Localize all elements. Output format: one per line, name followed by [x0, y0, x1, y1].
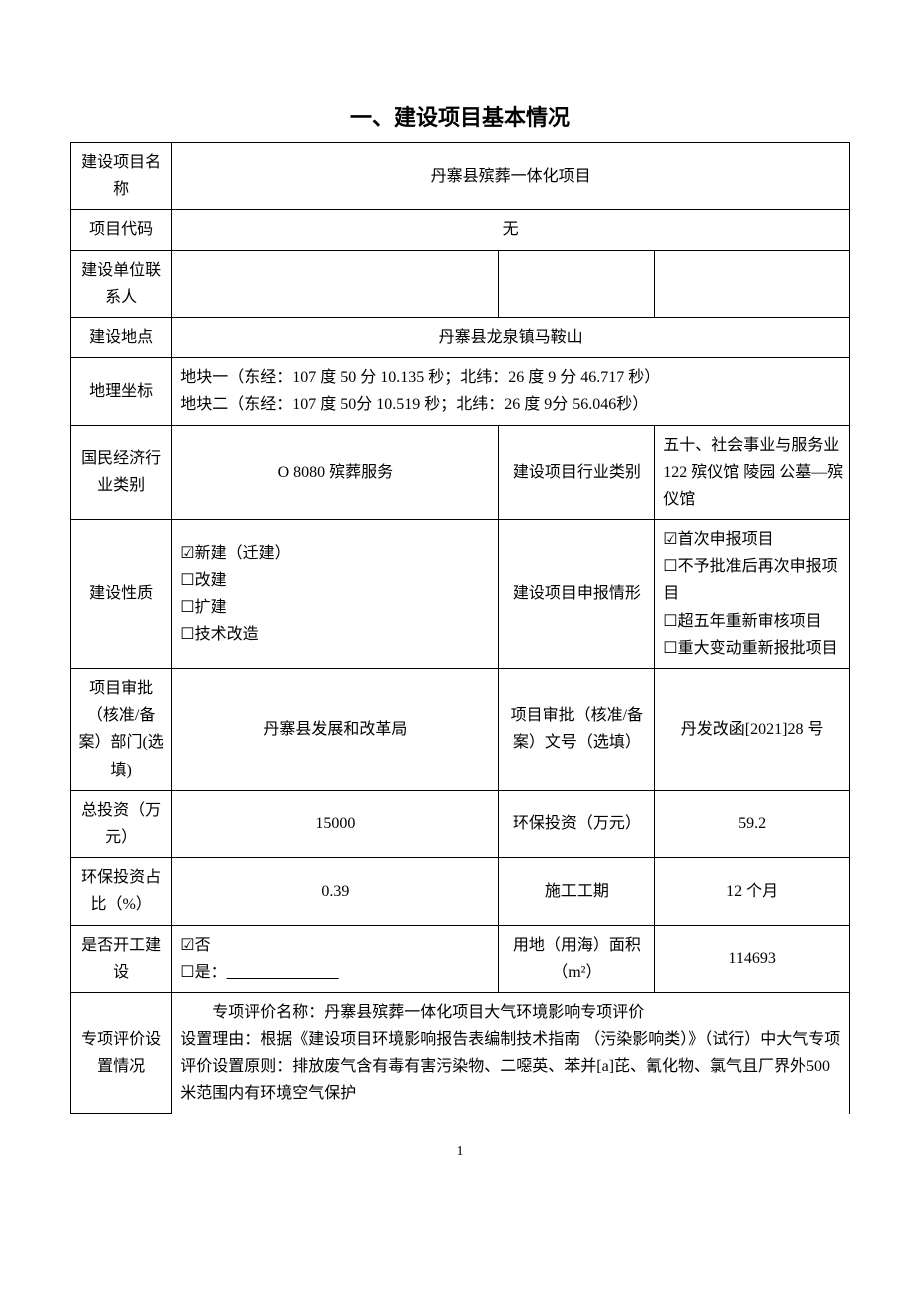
- value-env-invest: 59.2: [655, 790, 850, 857]
- value-coords: 地块一（东经：107 度 50 分 10.135 秒；北纬：26 度 9 分 4…: [172, 358, 850, 425]
- table-row: 建设性质 ☑新建（迁建） ☐改建 ☐扩建 ☐技术改造 建设项目申报情形 ☑首次申…: [71, 520, 850, 669]
- started-yes-blank: ______________: [227, 959, 339, 986]
- value-location: 丹寨县龙泉镇马鞍山: [172, 317, 850, 357]
- checkbox-new: ☑新建（迁建）: [180, 540, 290, 567]
- label-env-ratio: 环保投资占比（%）: [71, 858, 172, 925]
- label-declare: 建设项目申报情形: [499, 520, 655, 669]
- checkbox-rebuild: ☐改建: [180, 567, 226, 594]
- value-total-invest: 15000: [172, 790, 499, 857]
- value-period: 12 个月: [655, 858, 850, 925]
- label-proj-industry: 建设项目行业类别: [499, 425, 655, 520]
- value-industry: O 8080 殡葬服务: [172, 425, 499, 520]
- table-row: 是否开工建设 ☑否 ☐是：______________ 用地（用海）面积（m²）…: [71, 925, 850, 992]
- value-started: ☑否 ☐是：______________: [172, 925, 499, 992]
- value-proj-industry: 五十、社会事业与服务业 122 殡仪馆 陵园 公墓—殡仪馆: [655, 425, 850, 520]
- value-approval-no: 丹发改函[2021]28 号: [655, 669, 850, 791]
- checkbox-major: ☐重大变动重新报批项目: [663, 635, 837, 662]
- coords-line2: 地块二（东经：107 度 50分 10.519 秒；北纬：26 度 9分 56.…: [180, 396, 648, 413]
- label-approval-dept: 项目审批（核准/备案）部门(选填): [71, 669, 172, 791]
- value-project-name: 丹寨县殡葬一体化项目: [172, 143, 850, 210]
- special-title: 专项评价名称：丹寨县殡葬一体化项目大气环境影响专项评价: [180, 999, 845, 1026]
- value-special: 专项评价名称：丹寨县殡葬一体化项目大气环境影响专项评价 设置理由：根据《建设项目…: [172, 992, 850, 1113]
- value-env-ratio: 0.39: [172, 858, 499, 925]
- value-nature: ☑新建（迁建） ☐改建 ☐扩建 ☐技术改造: [172, 520, 499, 669]
- label-project-code: 项目代码: [71, 210, 172, 250]
- label-special: 专项评价设置情况: [71, 992, 172, 1113]
- special-body: 设置理由：根据《建设项目环境影响报告表编制技术指南 （污染影响类）》（试行）中大…: [180, 1026, 845, 1108]
- checkbox-first: ☑首次申报项目: [663, 526, 773, 553]
- table-row: 环保投资占比（%） 0.39 施工工期 12 个月: [71, 858, 850, 925]
- checkbox-tech: ☐技术改造: [180, 621, 258, 648]
- table-row: 专项评价设置情况 专项评价名称：丹寨县殡葬一体化项目大气环境影响专项评价 设置理…: [71, 992, 850, 1113]
- value-contact: [172, 250, 499, 317]
- table-row: 项目代码 无: [71, 210, 850, 250]
- label-industry: 国民经济行业类别: [71, 425, 172, 520]
- label-coords: 地理坐标: [71, 358, 172, 425]
- page-number: 1: [70, 1144, 850, 1160]
- checkbox-over5: ☐超五年重新审核项目: [663, 608, 821, 635]
- label-land: 用地（用海）面积（m²）: [499, 925, 655, 992]
- table-row: 建设单位联系人: [71, 250, 850, 317]
- value-project-code: 无: [172, 210, 850, 250]
- checkbox-reapply: ☐不予批准后再次申报项目: [663, 553, 845, 607]
- project-info-table: 建设项目名称 丹寨县殡葬一体化项目 项目代码 无 建设单位联系人 建设地点 丹寨…: [70, 142, 850, 1114]
- value-phone-blank1: [499, 250, 655, 317]
- label-total-invest: 总投资（万元）: [71, 790, 172, 857]
- label-project-name: 建设项目名称: [71, 143, 172, 210]
- table-row: 建设地点 丹寨县龙泉镇马鞍山: [71, 317, 850, 357]
- label-started: 是否开工建设: [71, 925, 172, 992]
- label-period: 施工工期: [499, 858, 655, 925]
- coords-line1: 地块一（东经：107 度 50 分 10.135 秒；北纬：26 度 9 分 4…: [180, 369, 660, 386]
- label-contact: 建设单位联系人: [71, 250, 172, 317]
- table-row: 国民经济行业类别 O 8080 殡葬服务 建设项目行业类别 五十、社会事业与服务…: [71, 425, 850, 520]
- value-phone: [655, 250, 850, 317]
- checkbox-expand: ☐扩建: [180, 594, 226, 621]
- table-row: 总投资（万元） 15000 环保投资（万元） 59.2: [71, 790, 850, 857]
- table-row: 项目审批（核准/备案）部门(选填) 丹寨县发展和改革局 项目审批（核准/备案）文…: [71, 669, 850, 791]
- value-approval-dept: 丹寨县发展和改革局: [172, 669, 499, 791]
- table-row: 地理坐标 地块一（东经：107 度 50 分 10.135 秒；北纬：26 度 …: [71, 358, 850, 425]
- label-nature: 建设性质: [71, 520, 172, 669]
- label-approval-no: 项目审批（核准/备案）文号（选填）: [499, 669, 655, 791]
- table-row: 建设项目名称 丹寨县殡葬一体化项目: [71, 143, 850, 210]
- label-env-invest: 环保投资（万元）: [499, 790, 655, 857]
- value-land: 114693: [655, 925, 850, 992]
- value-declare: ☑首次申报项目 ☐不予批准后再次申报项目 ☐超五年重新审核项目 ☐重大变动重新报…: [655, 520, 850, 669]
- checkbox-started-no: ☑否: [180, 932, 210, 959]
- page-title: 一、建设项目基本情况: [70, 100, 850, 132]
- checkbox-started-yes: ☐是：: [180, 959, 226, 986]
- label-location: 建设地点: [71, 317, 172, 357]
